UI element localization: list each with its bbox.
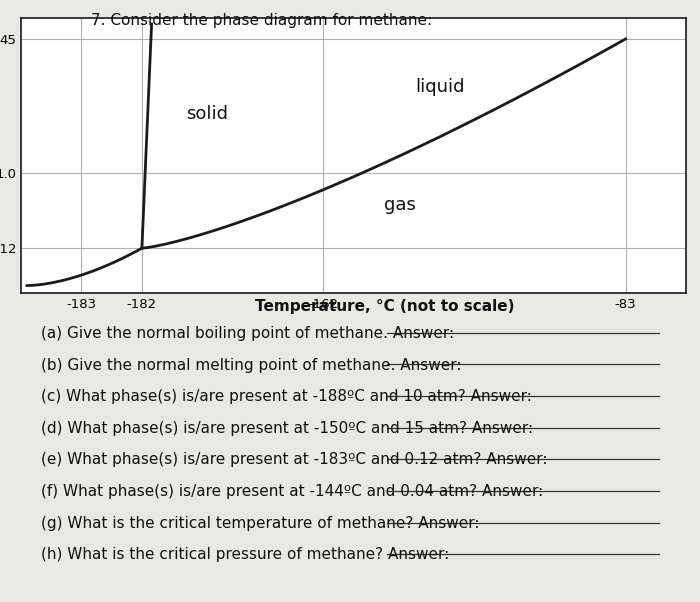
Text: (h) What is the critical pressure of methane? Answer:: (h) What is the critical pressure of met… — [41, 547, 449, 562]
Text: 7. Consider the phase diagram for methane:: 7. Consider the phase diagram for methan… — [91, 13, 432, 28]
Text: liquid: liquid — [415, 78, 465, 96]
Text: (c) What phase(s) is/are present at -188ºC and 10 atm? Answer:: (c) What phase(s) is/are present at -188… — [41, 389, 532, 405]
Text: (b) Give the normal melting point of methane. Answer:: (b) Give the normal melting point of met… — [41, 358, 461, 373]
Text: (a) Give the normal boiling point of methane. Answer:: (a) Give the normal boiling point of met… — [41, 326, 454, 341]
Text: Temperature, °C (not to scale): Temperature, °C (not to scale) — [256, 299, 514, 314]
Text: (e) What phase(s) is/are present at -183ºC and 0.12 atm? Answer:: (e) What phase(s) is/are present at -183… — [41, 453, 547, 468]
Text: gas: gas — [384, 196, 416, 214]
Text: (d) What phase(s) is/are present at -150ºC and 15 atm? Answer:: (d) What phase(s) is/are present at -150… — [41, 421, 533, 436]
Text: solid: solid — [186, 105, 228, 123]
Text: (g) What is the critical temperature of methane? Answer:: (g) What is the critical temperature of … — [41, 516, 480, 531]
Text: (f) What phase(s) is/are present at -144ºC and 0.04 atm? Answer:: (f) What phase(s) is/are present at -144… — [41, 484, 543, 499]
